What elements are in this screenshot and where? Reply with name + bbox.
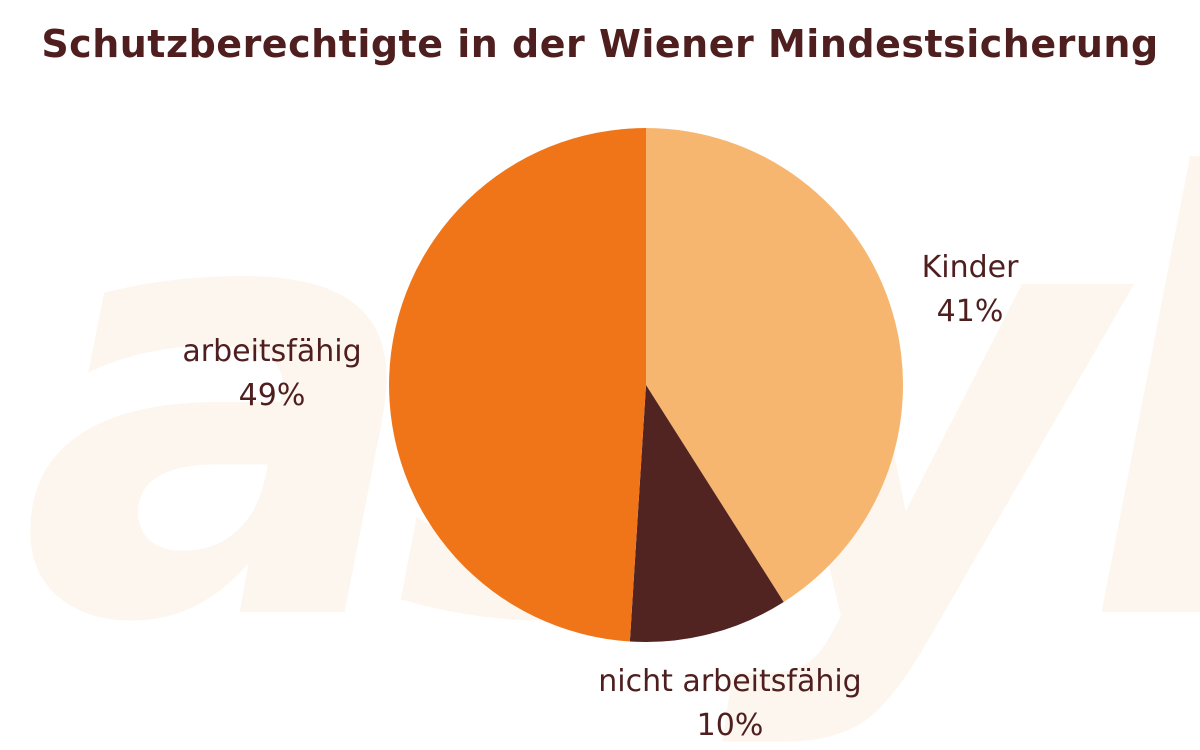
slice-label-nicht-arbeitsfaehig: nicht arbeitsfähig 10% (598, 660, 861, 748)
slice-label-kinder-value: 41% (936, 294, 1004, 329)
slice-label-nicht-arbeitsfaehig-value: 10% (696, 708, 764, 743)
slice-label-arbeitsfaehig: arbeitsfähig 49% (182, 330, 361, 418)
pie-slice-nicht-arbeitsfaehig (629, 385, 784, 642)
pie-slice-kinder (646, 128, 903, 602)
slice-label-kinder-name: Kinder (921, 250, 1019, 285)
slice-label-arbeitsfaehig-value: 49% (238, 378, 306, 413)
slice-label-kinder: Kinder 41% (922, 246, 1019, 334)
slice-label-nicht-arbeitsfaehig-name: nicht arbeitsfähig (598, 664, 862, 699)
pie-slice-arbeitsfaehig (389, 128, 646, 642)
chart-title: Schutzberechtigte in der Wiener Mindests… (41, 22, 1159, 66)
slice-label-arbeitsfaehig-name: arbeitsfähig (182, 334, 362, 369)
